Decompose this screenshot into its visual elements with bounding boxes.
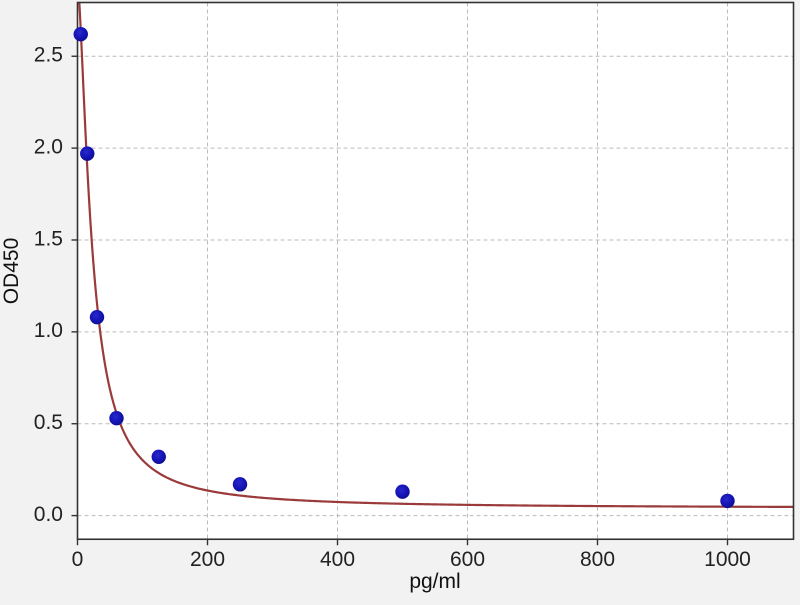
svg-text:400: 400 [320, 548, 355, 571]
svg-text:600: 600 [450, 548, 485, 571]
svg-text:1.0: 1.0 [34, 319, 63, 342]
svg-text:0.0: 0.0 [34, 503, 63, 526]
svg-text:2.0: 2.0 [34, 135, 63, 158]
svg-text:1.5: 1.5 [34, 227, 63, 250]
svg-text:2.5: 2.5 [34, 44, 63, 67]
svg-text:1000: 1000 [704, 548, 751, 571]
svg-text:800: 800 [580, 548, 615, 571]
svg-text:0: 0 [72, 548, 84, 571]
svg-text:0.5: 0.5 [34, 411, 63, 434]
svg-text:200: 200 [190, 548, 225, 571]
svg-text:pg/ml: pg/ml [409, 570, 460, 593]
